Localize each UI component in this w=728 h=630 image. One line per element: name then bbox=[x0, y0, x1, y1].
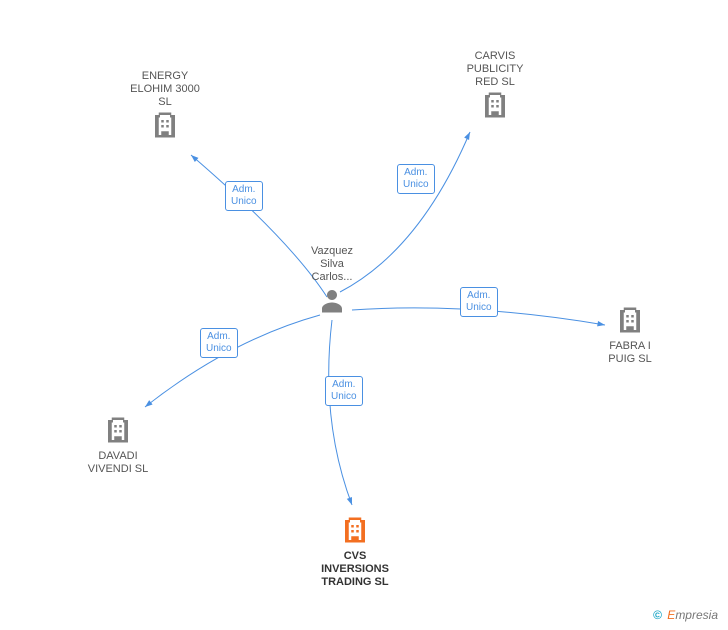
edge-label-cvs: Adm. Unico bbox=[325, 376, 363, 406]
building-icon bbox=[340, 515, 370, 545]
edge-label-davadi: Adm. Unico bbox=[200, 328, 238, 358]
building-icon bbox=[150, 110, 180, 140]
arrowhead-davadi bbox=[145, 400, 153, 407]
building-icon bbox=[585, 305, 675, 340]
node-label: CARVIS PUBLICITY RED SL bbox=[450, 50, 540, 90]
building-icon bbox=[615, 305, 645, 335]
edge-cvs bbox=[329, 320, 352, 505]
arrowhead-carvis bbox=[464, 132, 470, 140]
node-label: DAVADI VIVENDI SL bbox=[73, 450, 163, 476]
node-cvs[interactable]: CVS INVERSIONS TRADING SL bbox=[310, 515, 400, 590]
node-label: Vazquez Silva Carlos... bbox=[287, 245, 377, 285]
building-icon bbox=[450, 90, 540, 125]
edge-label-carvis: Adm. Unico bbox=[397, 164, 435, 194]
brand-name-rest: mpresia bbox=[675, 608, 718, 622]
copyright-symbol: © bbox=[653, 608, 662, 622]
building-icon bbox=[103, 415, 133, 445]
person-icon bbox=[287, 285, 377, 320]
building-icon bbox=[480, 90, 510, 120]
node-carvis[interactable]: CARVIS PUBLICITY RED SL bbox=[450, 50, 540, 125]
building-icon bbox=[310, 515, 400, 550]
node-label: FABRA I PUIG SL bbox=[585, 340, 675, 366]
node-label: ENERGY ELOHIM 3000 SL bbox=[120, 70, 210, 110]
node-davadi[interactable]: DAVADI VIVENDI SL bbox=[73, 415, 163, 476]
edge-label-energy: Adm. Unico bbox=[225, 181, 263, 211]
network-diagram: Vazquez Silva Carlos... ENERGY ELOHIM 30… bbox=[0, 0, 728, 630]
node-fabra[interactable]: FABRA I PUIG SL bbox=[585, 305, 675, 366]
center-node[interactable]: Vazquez Silva Carlos... bbox=[287, 245, 377, 320]
person-icon bbox=[317, 285, 347, 315]
node-label: CVS INVERSIONS TRADING SL bbox=[310, 550, 400, 590]
edge-label-fabra: Adm. Unico bbox=[460, 287, 498, 317]
building-icon bbox=[73, 415, 163, 450]
building-icon bbox=[120, 110, 210, 145]
node-energy[interactable]: ENERGY ELOHIM 3000 SL bbox=[120, 70, 210, 145]
footer-attribution: © Empresia bbox=[653, 608, 718, 622]
arrowhead-cvs bbox=[347, 497, 352, 505]
